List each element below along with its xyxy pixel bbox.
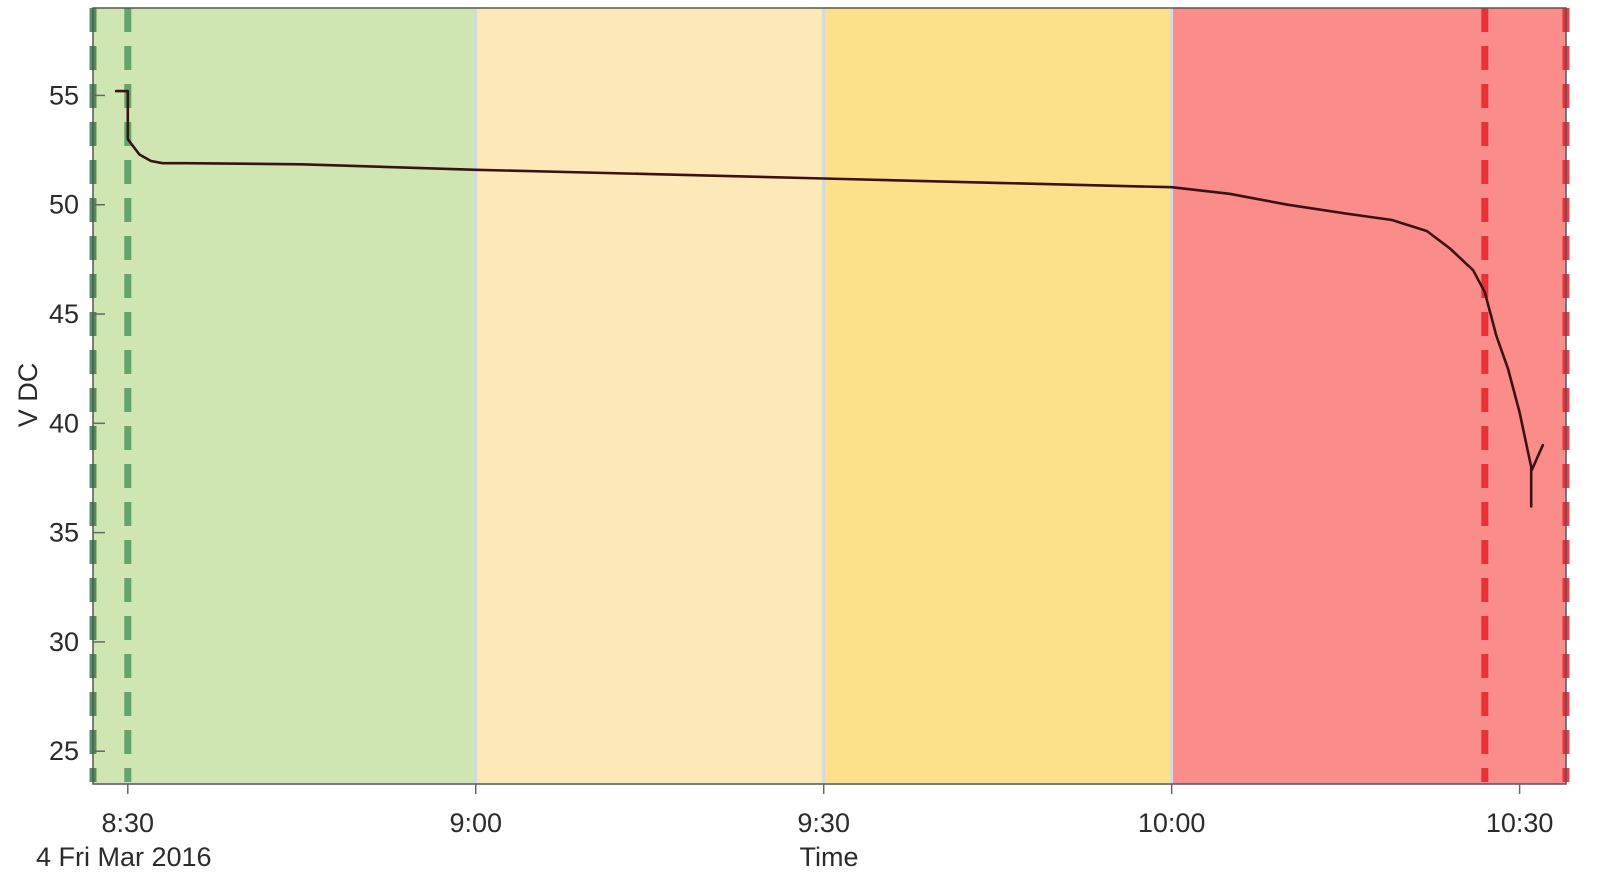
band-4 [1171, 8, 1566, 784]
x-tick-label-1: 8:30 [102, 808, 155, 838]
plot-frame [92, 7, 1567, 785]
y-tick-label-35: 35 [49, 518, 79, 548]
time-bands [93, 8, 1566, 784]
y-tick-label-45: 45 [49, 299, 79, 329]
date-label: 4 Fri Mar 2016 [36, 842, 212, 872]
band-separators [474, 8, 1174, 784]
y-tick-label-25: 25 [49, 736, 79, 766]
y-axis-title: V DC [13, 363, 43, 428]
x-axis: 8:30 9:00 9:30 10:00 10:30 [102, 784, 1554, 838]
x-tick-label-5: 10:30 [1486, 808, 1554, 838]
x-tick-label-4: 10:00 [1138, 808, 1206, 838]
series-line-1 [114, 89, 1545, 508]
y-tick-label-50: 50 [49, 190, 79, 220]
band-3 [823, 8, 1172, 784]
y-tick-label-30: 30 [49, 627, 79, 657]
series-layer [114, 89, 1545, 508]
x-axis-title: Time [800, 842, 859, 872]
x-tick-label-3: 9:30 [797, 808, 850, 838]
y-tick-label-40: 40 [49, 408, 79, 438]
y-tick-label-55: 55 [49, 80, 79, 110]
band-2 [475, 8, 824, 784]
x-tick-label-2: 9:00 [449, 808, 502, 838]
band-1 [93, 8, 476, 784]
y-axis: 25 30 35 40 45 50 55 [49, 80, 105, 766]
